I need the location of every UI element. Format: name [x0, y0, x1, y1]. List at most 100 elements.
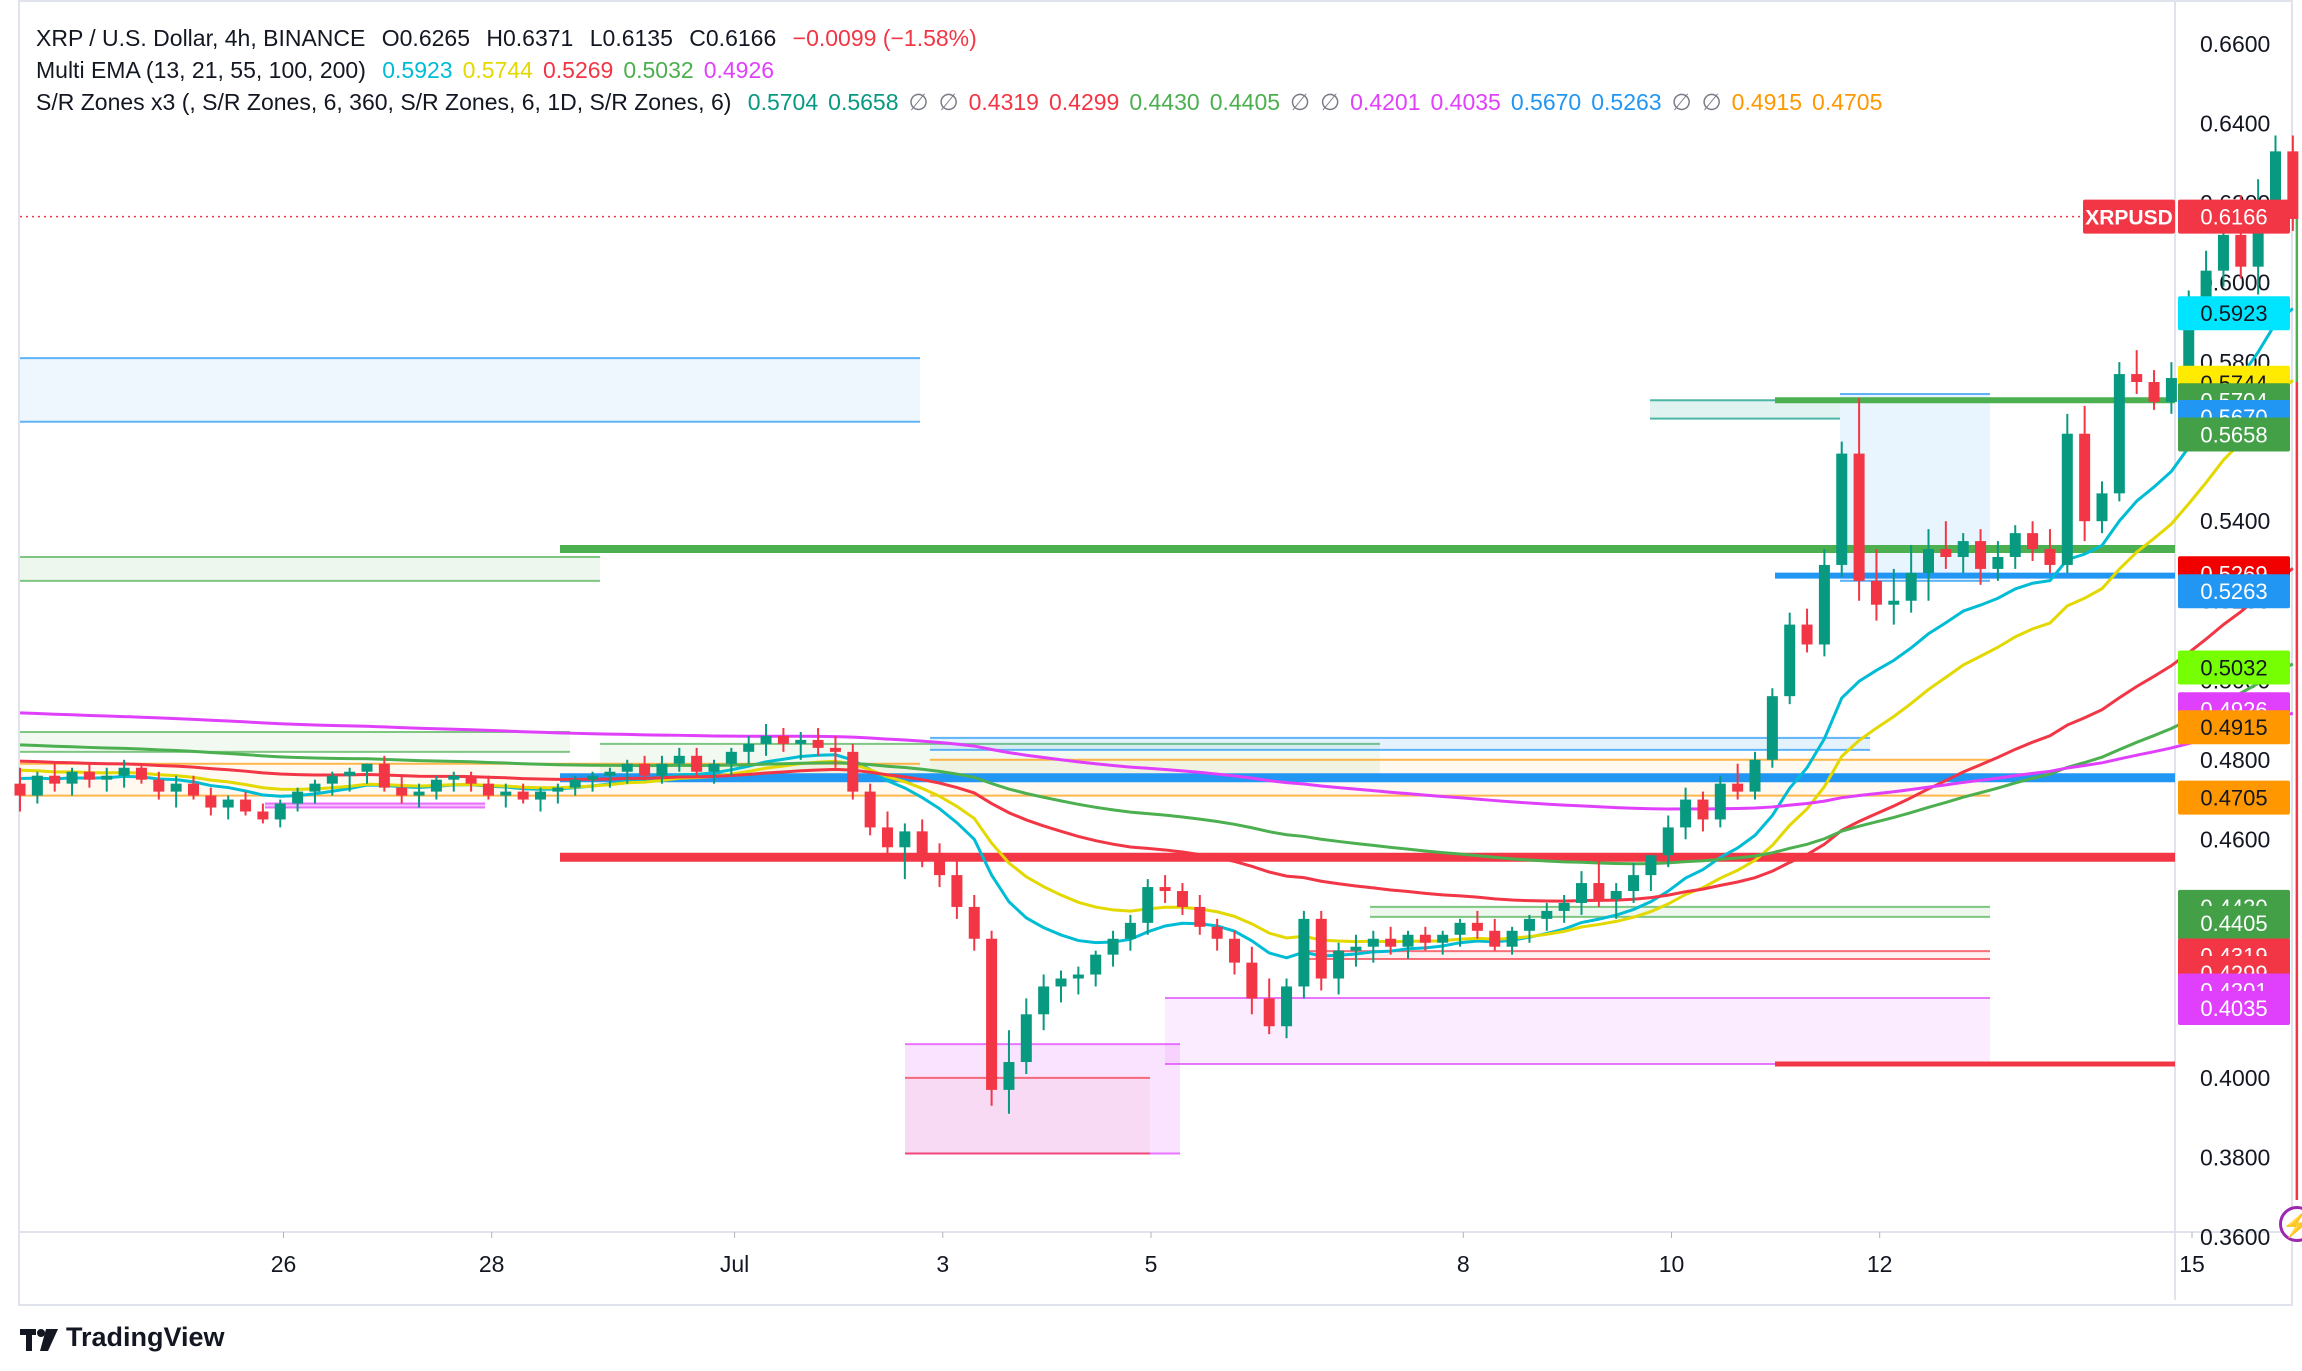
candle-body — [1419, 934, 1431, 943]
x-tick-label: 3 — [936, 1251, 949, 1277]
sr-legend-value-17: 0.4705 — [1812, 89, 1883, 115]
candle-body — [1211, 926, 1223, 939]
sr-zones-legend-row[interactable]: S/R Zones x3 (, S/R Zones, 6, 360, S/R Z… — [36, 86, 1892, 118]
candle-body — [621, 763, 633, 772]
candle-body — [535, 791, 546, 800]
sr-zone-purple-low — [1165, 998, 1990, 1065]
candle-body — [1645, 855, 1657, 876]
candle-body — [552, 787, 564, 792]
candle-body — [2165, 378, 2177, 402]
ema-legend-value-1: 0.5744 — [462, 57, 533, 83]
axis-price-label: 0.4915 — [2200, 715, 2267, 740]
candle-body — [1055, 978, 1067, 987]
y-tick-label: 0.4600 — [2200, 826, 2270, 852]
candle-body — [257, 811, 269, 820]
candle-body — [951, 875, 963, 907]
candle-body — [2270, 151, 2281, 204]
candle-body — [916, 831, 928, 856]
sr-legend-value-5: 0.4299 — [1048, 89, 1120, 115]
candle-body — [986, 938, 998, 1090]
candle-body — [2061, 433, 2073, 565]
candle-body — [1124, 922, 1136, 939]
candle-body — [2113, 374, 2125, 494]
candle-body — [1072, 974, 1084, 979]
axis-price-label: 0.4035 — [2200, 996, 2267, 1021]
ema-line-200 — [19, 711, 2294, 811]
sr-legend-value-2: ∅ — [908, 89, 929, 115]
sr-legend-value-10: 0.4201 — [1350, 89, 1421, 115]
chart-frame — [18, 0, 2293, 1306]
candle-body — [274, 803, 286, 820]
high-value: H0.6371 — [486, 25, 574, 51]
sr-legend-value-1: 0.5658 — [828, 89, 899, 115]
price-chart[interactable]: 0.66000.64000.62000.60000.58000.56000.54… — [0, 0, 2302, 1300]
ema-line-100 — [19, 662, 2294, 866]
change-value: −0.0099 (−1.58%) — [792, 25, 977, 51]
candle-body — [968, 906, 980, 939]
sr-legend-value-11: 0.4035 — [1430, 89, 1501, 115]
axis-price-label-bg — [2178, 905, 2290, 940]
candle-body — [725, 751, 737, 764]
candle-body — [2079, 433, 2091, 522]
candle-body — [882, 827, 893, 848]
candle-body — [188, 783, 199, 796]
candle-body — [587, 775, 599, 780]
candle-body — [1853, 453, 1865, 581]
candle-body — [673, 755, 685, 764]
last-price-tag: 0.6166 — [2200, 205, 2267, 230]
sr-legend-value-12: 0.5670 — [1510, 89, 1582, 115]
candle-body — [309, 783, 321, 792]
candle-body — [240, 799, 252, 812]
sr-zone-blue-left — [20, 358, 920, 422]
candle-body — [2217, 234, 2229, 271]
candle-body — [1749, 759, 1761, 792]
axis-price-label: 0.4405 — [2200, 911, 2267, 936]
ema-legend-value-4: 0.4926 — [703, 57, 775, 83]
candle-body — [1090, 954, 1102, 975]
ema-legend-value-3: 0.5032 — [623, 57, 694, 83]
candle-body — [1957, 541, 1969, 557]
candle-body — [170, 783, 182, 792]
candle-body — [656, 763, 668, 776]
tradingview-logo[interactable]: TradingView — [20, 1322, 225, 1353]
candle-body — [135, 767, 147, 780]
candle-body — [1923, 549, 1934, 573]
candle-body — [1142, 887, 1154, 923]
candle-body — [1784, 624, 1796, 697]
candle-body — [1714, 783, 1726, 820]
x-tick-label: 26 — [271, 1251, 297, 1277]
candle-body — [1888, 600, 1900, 605]
candle-body — [1975, 541, 1987, 569]
axis-price-label: 0.5263 — [2200, 579, 2267, 604]
lightning-icon[interactable]: ⚡ — [2278, 1206, 2302, 1242]
candle-body — [66, 771, 78, 784]
candle-body — [691, 755, 703, 772]
candle-body — [1940, 549, 1952, 557]
sr-legend-value-15: ∅ — [1701, 89, 1722, 115]
low-value: L0.6135 — [589, 25, 673, 51]
sr-zone-green-left — [20, 556, 600, 581]
ema-legend-value-2: 0.5269 — [542, 57, 614, 83]
brand-name: TradingView — [66, 1322, 225, 1352]
sr-legend-value-7: 0.4405 — [1209, 89, 1281, 115]
sr-zone-purple-bottom — [905, 1044, 1180, 1154]
candle-body — [899, 831, 911, 848]
sr-zone-green-low — [1370, 906, 1990, 917]
axis-price-label-bg — [2178, 296, 2290, 331]
sr-legend-value-9: ∅ — [1320, 89, 1341, 115]
x-tick-label: Jul — [720, 1251, 749, 1277]
symbol-legend-row[interactable]: XRP / U.S. Dollar, 4h, BINANCE O0.6265 H… — [36, 22, 1892, 54]
candle-body — [1003, 1062, 1015, 1090]
candle-body — [482, 783, 494, 796]
candle-body — [1402, 934, 1414, 947]
candle-body — [1870, 580, 1882, 605]
candle-body — [569, 779, 581, 788]
axis-price-label-bg — [2178, 650, 2290, 685]
candle-body — [1818, 564, 1830, 645]
ema-legend-row[interactable]: Multi EMA (13, 21, 55, 100, 200) 0.5923 0… — [36, 54, 1892, 86]
sr-zone-green-old — [20, 731, 570, 752]
candle-body — [829, 747, 841, 752]
candle-body — [708, 763, 720, 772]
candle-body — [1159, 887, 1171, 892]
candle-body — [1315, 918, 1327, 979]
